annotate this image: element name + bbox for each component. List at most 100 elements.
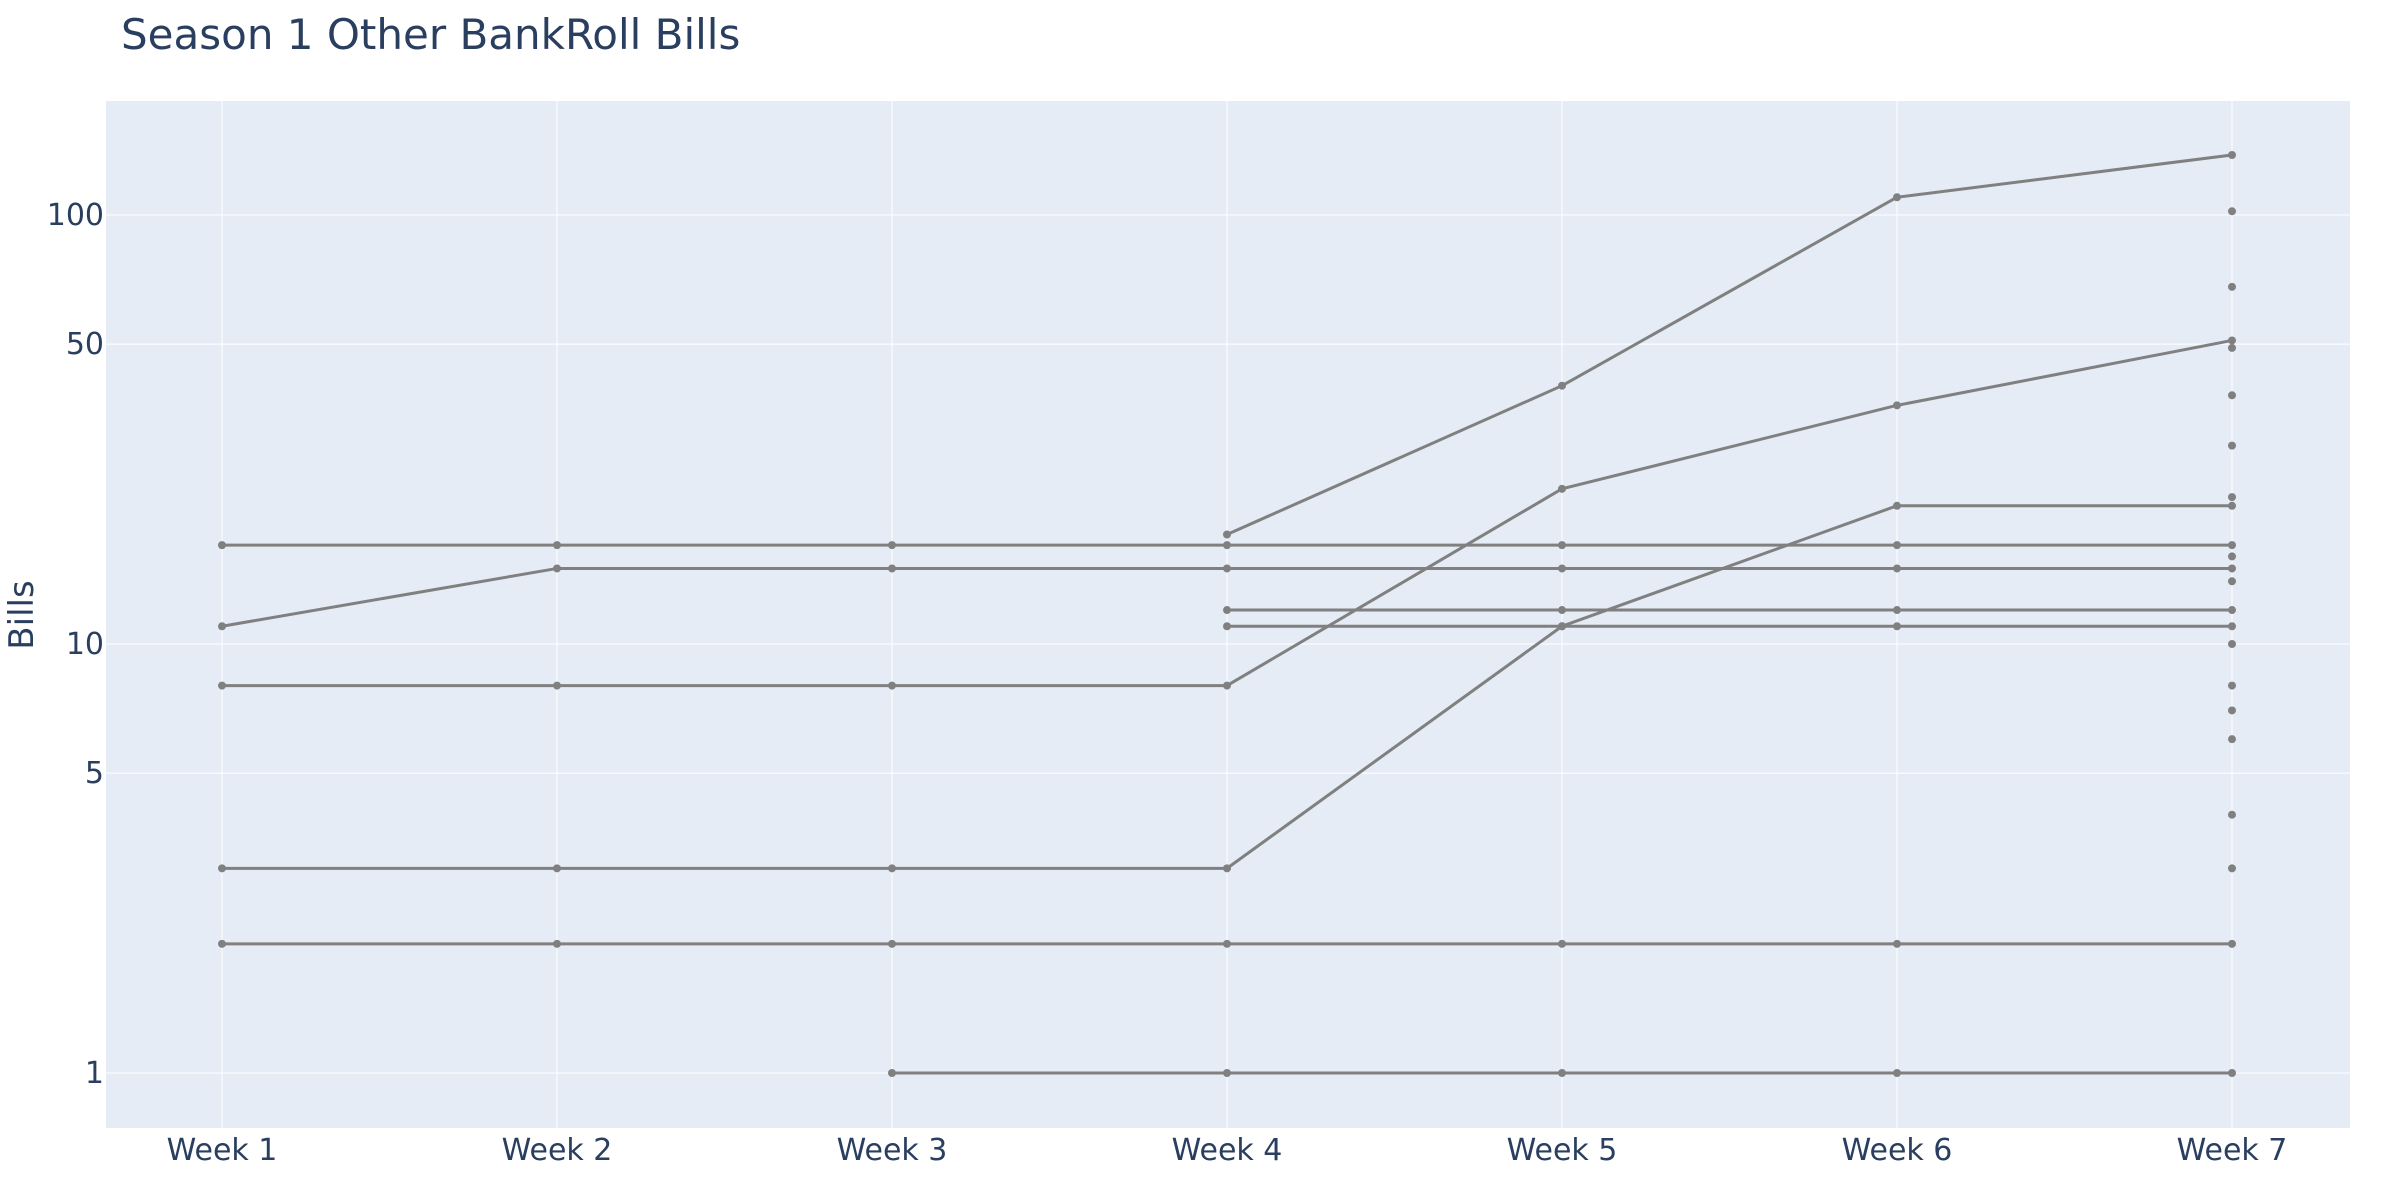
data-point [218,622,226,631]
series-1 [1223,150,2236,539]
series-14 [1223,606,2236,615]
data-point [888,939,896,948]
series-22 [218,939,2236,948]
x-tick-label: Week 5 [1507,1133,1618,1168]
x-tick-label: Week 3 [837,1133,948,1168]
data-point [2228,577,2236,586]
data-point [2228,864,2236,873]
data-point [1223,681,1231,690]
data-point [2228,336,2236,345]
data-point [1893,501,1901,510]
series-17 [2228,681,2236,690]
series-8 [218,501,2236,873]
y-tick-label: 100 [47,198,104,233]
series-13 [2228,577,2236,586]
data-point [218,541,226,550]
x-tick-label: Week 6 [1842,1133,1953,1168]
series-line [1226,153,2233,536]
data-point [888,1069,896,1077]
data-point [1558,484,1566,493]
y-tick-label: 5 [85,756,104,791]
series-11 [2228,552,2236,561]
data-point [553,564,561,573]
data-point [888,541,896,550]
data-point [1558,939,1566,948]
series-9 [2228,493,2236,502]
data-point [2228,552,2236,561]
data-point [1893,1069,1901,1077]
data-point [1223,622,1231,631]
x-axis: Week 1 Week 2 Week 3 Week 4 Week 5 Week 6 Week… [167,1133,2288,1168]
series-5 [2228,343,2236,352]
data-point [2228,343,2236,352]
data-point [1223,530,1231,539]
y-tick-label: 1 [85,1056,104,1091]
series-19 [2228,735,2236,744]
series-12 [218,564,2236,631]
data-point [2228,564,2236,573]
data-point [1223,864,1231,873]
data-point [1558,541,1566,550]
plot-area [106,101,2350,1128]
data-point [2228,493,2236,502]
data-point [2228,391,2236,400]
x-tick-label: Week 7 [2177,1133,2288,1168]
data-point [1893,401,1901,410]
data-point [218,939,226,948]
data-point [218,864,226,873]
data-point [2228,501,2236,510]
data-point [2228,541,2236,550]
data-point [2228,207,2236,216]
x-tick-label: Week 2 [502,1133,613,1168]
data-point [2228,282,2236,291]
data-point [1893,622,1901,631]
series-4 [218,336,2236,690]
data-point [1558,564,1566,573]
data-point [1893,541,1901,550]
data-point [1558,1069,1566,1077]
data-point [2228,681,2236,690]
chart-title: Season 1 Other BankRoll Bills [121,10,741,59]
series-2 [2228,207,2236,216]
data-point [1558,622,1566,631]
series-21 [2228,864,2236,873]
y-tick-label: 10 [66,627,104,662]
data-point [1223,564,1231,573]
x-tick-label: Week 1 [167,1133,278,1168]
data-point [1223,541,1231,550]
data-point [1893,606,1901,615]
data-point [2228,640,2236,648]
series-10 [218,541,2236,550]
series-23 [888,1069,2236,1077]
y-axis: 1 5 10 50 100 [47,198,104,1091]
data-point [218,681,226,690]
data-point [1893,564,1901,573]
data-point [888,864,896,873]
data-point [2228,939,2236,948]
data-point [1223,939,1231,948]
series-7 [2228,441,2236,450]
data-point [553,681,561,690]
data-point [1893,193,1901,202]
data-point [553,864,561,873]
data-point [2228,606,2236,615]
data-point [1558,606,1566,615]
data-point [553,939,561,948]
gridlines [106,101,2350,1128]
x-tick-label: Week 4 [1172,1133,1283,1168]
data-point [2228,441,2236,450]
data-point [1223,1069,1231,1077]
data-point [1893,939,1901,948]
series-20 [2228,810,2236,819]
series-group [218,150,2236,1077]
data-point [2228,622,2236,631]
data-point [2228,735,2236,744]
data-point [888,681,896,690]
series-15 [1223,622,2236,631]
data-point [1558,381,1566,390]
data-point [888,564,896,573]
data-point [2228,150,2236,159]
data-point [2228,706,2236,715]
data-point [1223,606,1231,615]
data-point [2228,1069,2236,1077]
